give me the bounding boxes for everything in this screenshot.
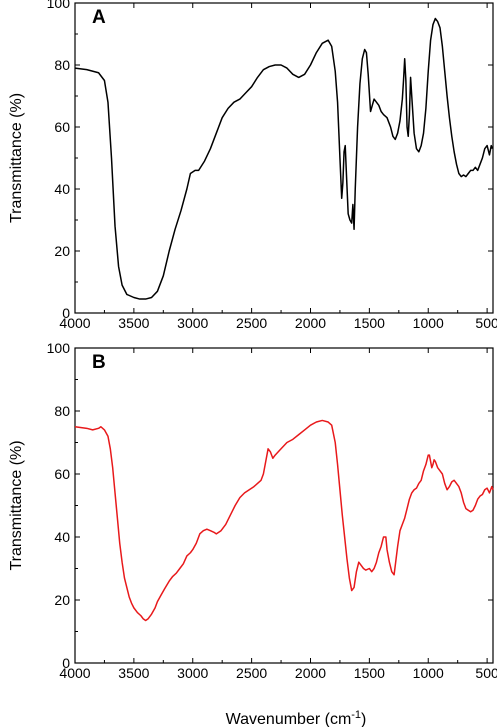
series-line bbox=[74, 419, 494, 622]
y-tick-label: 100 bbox=[47, 0, 71, 11]
x-tick-label: 1000 bbox=[413, 315, 444, 331]
x-tick-label: 500 bbox=[475, 315, 497, 331]
y-tick-label: 40 bbox=[54, 181, 70, 197]
x-tick-label: 1500 bbox=[354, 665, 385, 681]
x-tick-label: 2500 bbox=[236, 315, 267, 331]
chart-panel-b: 4000 3500 3000 2500 2000 1500 1000 500 0 20 40 60 80… bbox=[8, 340, 497, 727]
x-tick-label: 3500 bbox=[118, 665, 149, 681]
y-tick-label: 20 bbox=[54, 243, 70, 259]
y-tick-label: 0 bbox=[62, 305, 70, 321]
y-tick-label: 60 bbox=[54, 119, 70, 135]
series-line bbox=[74, 17, 494, 300]
x-axis-title: Wavenumber (cm-1) bbox=[226, 709, 367, 727]
y-tick-label: 80 bbox=[54, 57, 70, 73]
x-tick-label: 4000 bbox=[59, 315, 90, 331]
x-tick-label: 3000 bbox=[177, 665, 208, 681]
plot-frame bbox=[74, 347, 494, 664]
y-tick-label: 100 bbox=[47, 340, 71, 356]
x-tick-label: 2000 bbox=[295, 315, 326, 331]
x-tick-label: 4000 bbox=[59, 665, 90, 681]
y-tick-label: 40 bbox=[54, 529, 70, 545]
x-tick-label: 500 bbox=[475, 665, 497, 681]
x-tick-label: 2500 bbox=[236, 665, 267, 681]
x-tick-label: 1500 bbox=[354, 315, 385, 331]
x-tick-label: 1000 bbox=[413, 665, 444, 681]
x-axis-title-superscript: -1 bbox=[351, 709, 361, 721]
x-tick-label: 3000 bbox=[177, 315, 208, 331]
x-axis-title-tail: ) bbox=[361, 711, 366, 727]
x-tick-label: 2000 bbox=[295, 665, 326, 681]
panel-label: A bbox=[92, 7, 106, 28]
x-axis-title-main: Wavenumber (cm bbox=[226, 711, 352, 727]
y-tick-label: 0 bbox=[62, 655, 70, 671]
x-tick-label: 3500 bbox=[118, 315, 149, 331]
y-axis-title: Transmittance (%) bbox=[8, 440, 25, 570]
y-tick-label: 80 bbox=[54, 403, 70, 419]
y-tick-label: 60 bbox=[54, 466, 70, 482]
panel-label: B bbox=[92, 352, 106, 373]
y-axis-title: Transmittance (%) bbox=[8, 93, 25, 223]
chart-panel-a: 4000 3500 3000 2500 2000 1500 1000 500 0 20 40 60 80… bbox=[8, 0, 497, 331]
y-tick-label: 20 bbox=[54, 592, 70, 608]
